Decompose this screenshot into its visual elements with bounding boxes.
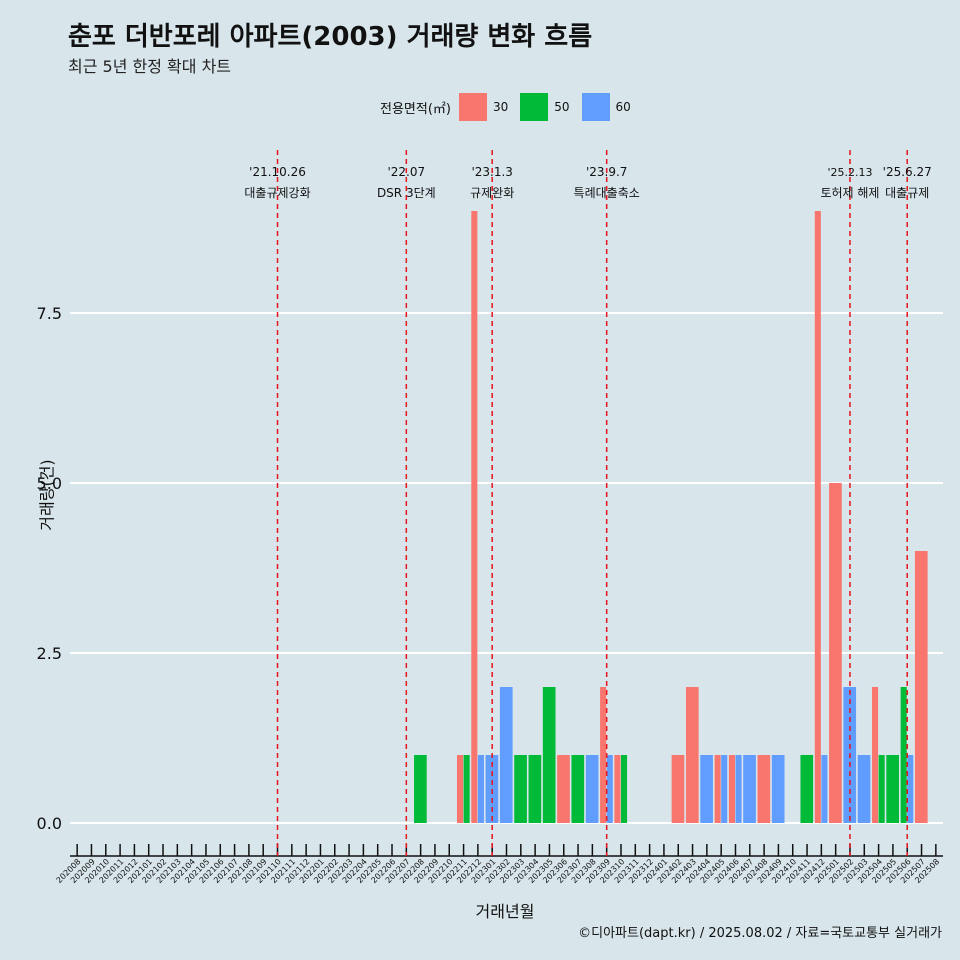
bar-50-202303 [514,755,527,823]
bar-60-202503 [857,755,871,823]
event-date: '25.6.27 [883,165,932,179]
bar-30-202309 [600,687,607,823]
bar-60-202409 [771,755,785,823]
bar-60-202405 [721,755,728,823]
bar-30-202501 [829,483,842,823]
event-date: '23.1.3 [471,165,512,179]
bar-60-202412 [821,755,828,823]
y-tick-label: 2.5 [37,644,62,663]
legend-swatch-30 [458,93,487,121]
bar-30-202412 [814,211,821,823]
legend-item-30: 30 [458,93,512,121]
bar-50-202505 [886,755,899,823]
bar-60-202309 [606,755,613,823]
bar-50-202208 [414,755,427,823]
bar-60-202308 [585,755,599,823]
bar-50-202506 [900,687,907,823]
event-label: 대출규제강화 [244,186,310,200]
bar-50-202310 [620,755,628,823]
bar-50-202411 [800,755,814,823]
event-date: '22.07 [387,165,425,179]
legend-item-60: 60 [581,93,635,121]
bar-30-202403 [685,687,699,823]
bar-30-202212 [471,211,478,823]
bar-30-202504 [872,687,879,823]
bar-30-202408 [757,755,771,823]
legend-title: 전용면적(㎡) [380,101,451,117]
bar-60-202506 [907,755,914,823]
event-label: 대출규제 [885,186,929,200]
bar-30-202507 [914,551,928,823]
bar-30-202402 [671,755,685,823]
chart-subtitle: 최근 5년 한정 확대 차트 [68,57,232,76]
bar-60-202407 [743,755,756,823]
bar-30-202306 [557,755,570,823]
legend-label-30: 30 [492,100,509,114]
y-tick-label: 7.5 [37,304,62,323]
y-axis-label: 거래량(건) [37,459,57,531]
event-label: DSR 3단계 [377,186,436,200]
legend-swatch-60 [581,93,610,121]
legend-label-50: 50 [554,100,570,114]
bar-60-202302 [499,687,513,823]
bar-30-202406 [728,755,735,823]
y-tick-label: 5.0 [37,474,62,493]
bar-60-202212 [477,755,484,823]
event-label: 토허제 해제 [820,186,879,200]
bar-60-202406 [735,755,742,823]
y-tick-label: 0.0 [37,814,62,833]
legend-swatch-50 [520,93,549,121]
event-date: '23.9.7 [586,165,627,179]
chart-title: 춘포 더반포레 아파트(2003) 거래량 변화 흐름 [68,22,593,52]
bar-50-202307 [571,755,585,823]
event-date: '25.2.13 [827,166,872,179]
bar-30-202211 [456,755,464,823]
event-label: 특례대출축소 [574,186,640,200]
legend: 전용면적(㎡) 30 50 60 [380,93,643,121]
source-caption: ©디아파트(dapt.kr) / 2025.08.02 / 자료=국토교통부 실… [578,926,942,941]
bar-50-202304 [528,755,542,823]
bar-50-202211 [463,755,470,823]
event-date: '21.10.26 [249,165,306,179]
bar-30-202310 [614,755,621,823]
legend-item-50: 50 [520,93,573,121]
bar-50-202504 [878,755,885,823]
bar-60-202404 [700,755,713,823]
x-axis-label: 거래년월 [475,902,535,921]
event-label: 규제완화 [470,186,514,200]
legend-label-60: 60 [615,100,631,114]
bar-30-202405 [714,755,721,823]
bar-50-202305 [542,687,556,823]
